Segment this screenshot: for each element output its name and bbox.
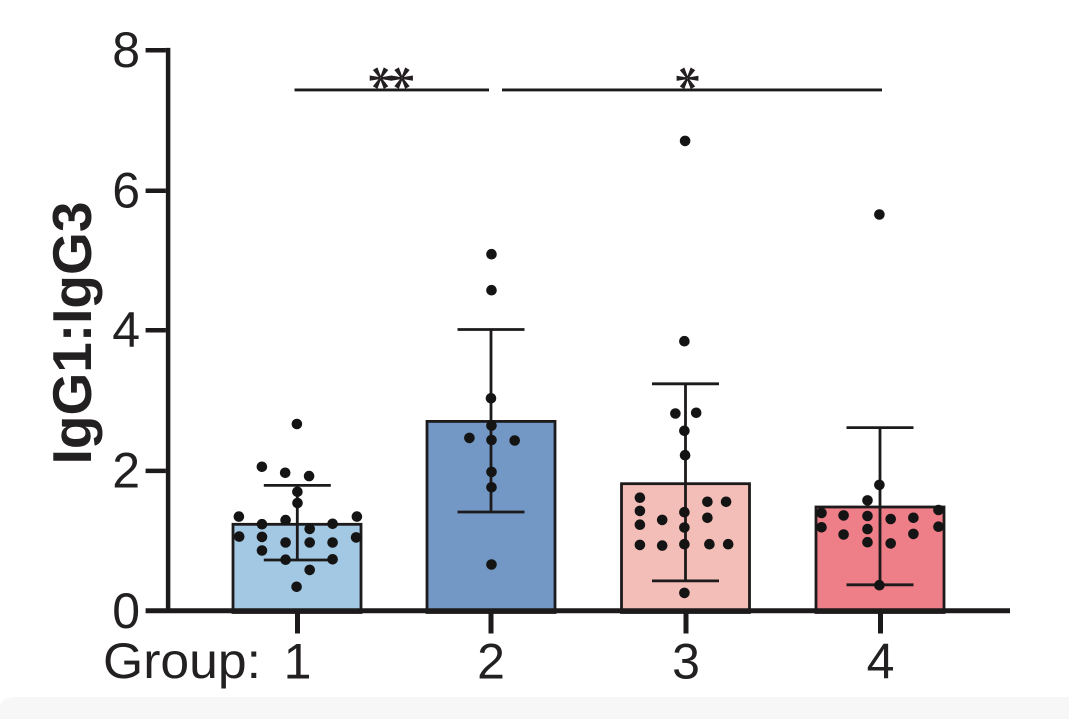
svg-text:2: 2 — [477, 633, 505, 689]
svg-text:0: 0 — [112, 583, 140, 639]
svg-text:4: 4 — [112, 302, 140, 358]
svg-text:IgG1:IgG3: IgG1:IgG3 — [41, 202, 103, 465]
svg-text:1: 1 — [284, 633, 312, 689]
svg-text:3: 3 — [672, 633, 700, 689]
svg-text:4: 4 — [867, 633, 895, 689]
svg-text:2: 2 — [112, 443, 140, 499]
svg-text:6: 6 — [112, 162, 140, 218]
svg-text:Group:: Group: — [103, 633, 261, 689]
svg-text:8: 8 — [112, 22, 140, 78]
